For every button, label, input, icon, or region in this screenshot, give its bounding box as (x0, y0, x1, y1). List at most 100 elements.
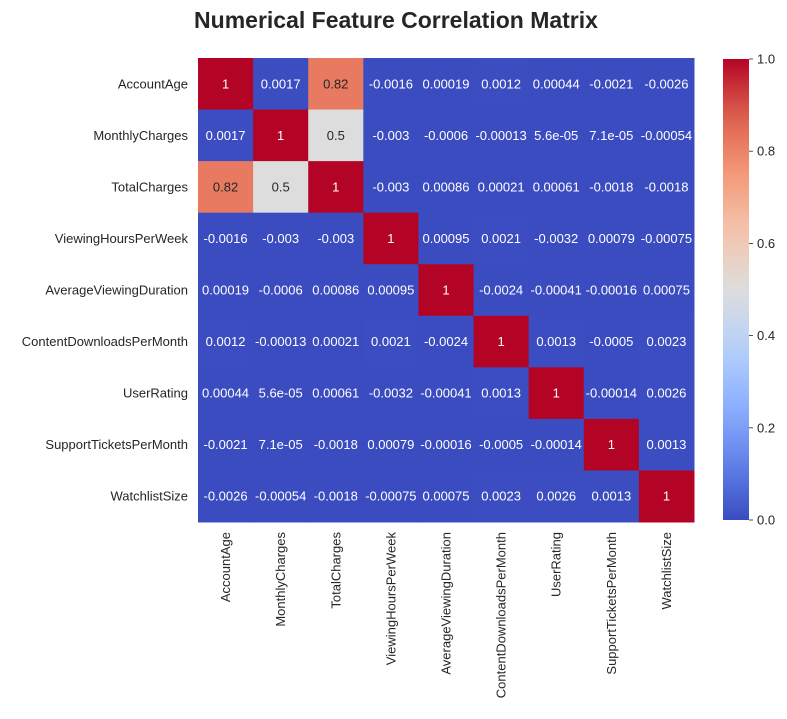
cell-annotation: -0.0005 (589, 334, 633, 349)
y-tick-label: AccountAge (118, 76, 188, 91)
heatmap-cell (528, 470, 585, 523)
heatmap-cell (418, 367, 475, 420)
heatmap-cell (363, 418, 419, 471)
cell-annotation: -0.00041 (531, 283, 582, 298)
cell-annotation: 0.0021 (481, 231, 521, 246)
heatmap-cell (638, 315, 695, 368)
heatmap-cell (198, 58, 254, 111)
heatmap-cell (528, 418, 585, 471)
heatmap-cell (583, 212, 640, 265)
cell-annotation: 0.00021 (478, 179, 525, 194)
cell-annotation: 5.6e-05 (259, 386, 303, 401)
heatmap-cell (638, 58, 695, 111)
cell-annotation: 0.00086 (423, 179, 470, 194)
cell-annotations: 1 0.0017 0.82 -0.0016 0.00019 0.0012 0.00044 -0… (202, 76, 692, 503)
heatmap-cell (418, 161, 475, 214)
cell-annotation: -0.00014 (586, 386, 637, 401)
cell-annotation: -0.0032 (369, 386, 413, 401)
heatmap-cell (473, 109, 530, 162)
cell-annotation: 0.0013 (481, 386, 521, 401)
y-tick-label: UserRating (123, 386, 188, 401)
cell-annotation: 0.00061 (312, 386, 359, 401)
heatmap-cell (198, 367, 254, 420)
cell-annotation: -0.0006 (424, 128, 468, 143)
x-tick-label: ViewingHoursPerWeek (383, 532, 398, 666)
cell-annotation: -0.003 (262, 231, 299, 246)
colorbar-tick-label: 0.6 (757, 236, 775, 251)
cell-annotation: -0.00054 (641, 128, 692, 143)
heatmap-cell (418, 315, 475, 368)
heatmap-cell (198, 418, 254, 471)
cell-annotation: -0.0018 (314, 489, 358, 504)
heatmap-cell (418, 109, 475, 162)
heatmap-cell (473, 470, 530, 523)
heatmap-cell (583, 58, 640, 111)
cell-annotation: 0.0013 (647, 437, 687, 452)
heatmap-cell (363, 367, 419, 420)
cell-annotation: 0.00044 (202, 386, 249, 401)
heatmap-cell (308, 109, 364, 162)
heatmap-cell (363, 109, 419, 162)
cell-annotation: -0.0026 (644, 76, 688, 91)
heatmap-cell (308, 315, 364, 368)
heatmap-cell (418, 418, 475, 471)
heatmap-cell (418, 58, 475, 111)
y-tick-label: WatchlistSize (110, 489, 188, 504)
heatmap-cell (473, 212, 530, 265)
cell-annotation: -0.00075 (365, 489, 416, 504)
cell-annotation: 1 (497, 334, 504, 349)
heatmap-cells (198, 58, 695, 523)
cell-annotation: -0.00016 (420, 437, 471, 452)
y-tick-label: TotalCharges (111, 179, 188, 194)
heatmap-cell (308, 212, 364, 265)
cell-annotation: -0.0005 (479, 437, 523, 452)
heatmap-cell (528, 109, 585, 162)
heatmap-cell (418, 470, 475, 523)
cell-annotation: -0.0021 (589, 76, 633, 91)
cell-annotation: 0.00019 (202, 283, 249, 298)
heatmap-cell (253, 470, 309, 523)
heatmap-cell (528, 315, 585, 368)
heatmap-cell (363, 58, 419, 111)
cell-annotation: -0.0016 (369, 76, 413, 91)
y-tick-label: MonthlyCharges (93, 128, 188, 143)
cell-annotation: -0.0018 (314, 437, 358, 452)
cell-annotation: -0.003 (372, 179, 409, 194)
heatmap-cell (583, 367, 640, 420)
heatmap-cell (253, 109, 309, 162)
cell-annotation: -0.00075 (641, 231, 692, 246)
x-tick-label: ContentDownloadsPerMonth (494, 532, 509, 698)
heatmap-cell (638, 161, 695, 214)
cell-annotation: -0.003 (372, 128, 409, 143)
x-axis-tick-labels: AccountAge MonthlyCharges TotalCharges View… (218, 532, 674, 699)
heatmap-cell (638, 470, 695, 523)
cell-annotation: -0.00013 (475, 128, 526, 143)
cell-annotation: 0.00019 (423, 76, 470, 91)
heatmap-cell (528, 58, 585, 111)
heatmap-cell (583, 109, 640, 162)
x-tick-label: SupportTicketsPerMonth (604, 532, 619, 675)
cell-annotation: 0.00095 (423, 231, 470, 246)
heatmap-cell (253, 315, 309, 368)
heatmap-cell (363, 470, 419, 523)
cell-annotation: 0.0012 (206, 334, 246, 349)
cell-annotation: -0.0021 (204, 437, 248, 452)
colorbar-tick-label: 0.0 (757, 513, 775, 528)
heatmap-cell (528, 212, 585, 265)
heatmap-cell (583, 315, 640, 368)
cell-annotation: 0.0023 (481, 489, 521, 504)
heatmap-cell (363, 161, 419, 214)
y-tick-label: AverageViewingDuration (45, 283, 188, 298)
cell-annotation: 1 (387, 231, 394, 246)
heatmap-cell (198, 109, 254, 162)
heatmap-cell (473, 161, 530, 214)
x-tick-label: WatchlistSize (659, 532, 674, 610)
colorbar-tick-label: 0.2 (757, 420, 775, 435)
cell-annotation: 0.00079 (367, 437, 414, 452)
cell-annotation: 0.00021 (312, 334, 359, 349)
heatmap-cell (473, 58, 530, 111)
cell-annotation: -0.00013 (255, 334, 306, 349)
heatmap-cell (253, 367, 309, 420)
heatmap-cell (253, 264, 309, 317)
